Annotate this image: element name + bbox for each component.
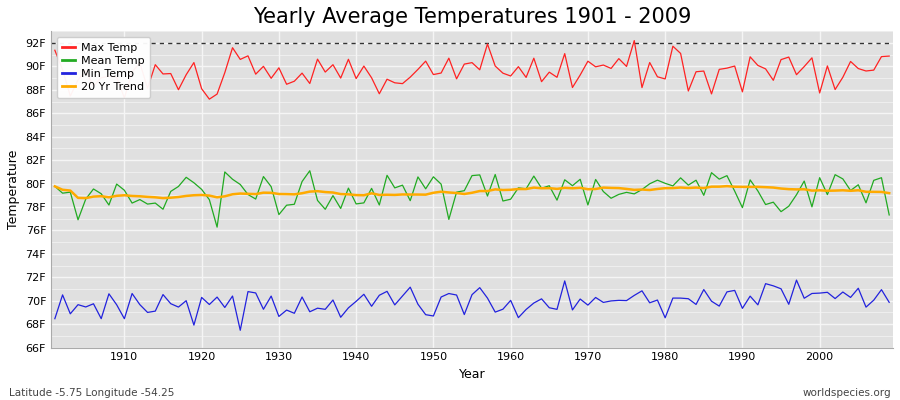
Text: Latitude -5.75 Longitude -54.25: Latitude -5.75 Longitude -54.25	[9, 388, 175, 398]
Text: worldspecies.org: worldspecies.org	[803, 388, 891, 398]
Legend: Max Temp, Mean Temp, Min Temp, 20 Yr Trend: Max Temp, Mean Temp, Min Temp, 20 Yr Tre…	[57, 37, 150, 98]
X-axis label: Year: Year	[459, 368, 485, 381]
Title: Yearly Average Temperatures 1901 - 2009: Yearly Average Temperatures 1901 - 2009	[253, 7, 691, 27]
Y-axis label: Temperature: Temperature	[7, 150, 20, 229]
